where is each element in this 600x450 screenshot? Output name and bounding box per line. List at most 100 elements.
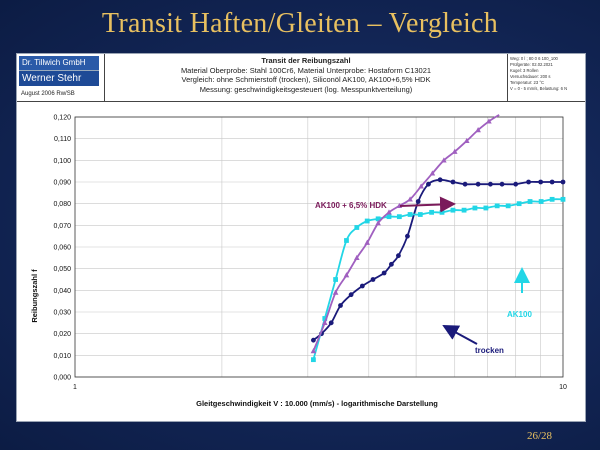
data-point xyxy=(513,181,519,187)
data-point xyxy=(538,199,544,204)
header-description: Transit der Reibungszahl Material Oberpr… xyxy=(105,56,507,94)
y-tick-label: 0,110 xyxy=(54,136,71,143)
data-point xyxy=(386,214,392,220)
header-line3: Messung: geschwindigkeitsgesteuert (log.… xyxy=(199,84,413,94)
data-point xyxy=(328,320,334,326)
annotation-trocken: trocken xyxy=(475,346,504,355)
data-point xyxy=(417,212,423,217)
slide-number: 26/28 xyxy=(526,430,552,442)
data-point xyxy=(370,277,376,282)
data-point xyxy=(472,205,478,211)
data-point xyxy=(549,179,555,185)
header-date: August 2006 Rw/SB xyxy=(21,91,75,97)
chart-grid xyxy=(75,116,563,378)
header-line2: Vergleich: ohne Schmierstoff (trocken), … xyxy=(181,75,431,85)
y-tick-label: 0,050 xyxy=(53,266,71,273)
data-point xyxy=(415,199,421,204)
y-tick-label: 0,070 xyxy=(53,223,71,230)
data-point xyxy=(451,148,458,154)
data-point xyxy=(450,207,456,213)
data-point xyxy=(505,203,511,209)
data-point xyxy=(354,225,360,230)
data-point xyxy=(488,181,493,187)
series-ak100-6-5-hdk xyxy=(310,114,500,354)
data-point xyxy=(439,209,445,215)
y-tick-label: 0,090 xyxy=(53,180,71,187)
slide-title: Transit Haften/Gleiten – Vergleich xyxy=(101,8,499,39)
arrow-ak100-hdk xyxy=(399,196,456,213)
data-point xyxy=(348,292,354,298)
data-point xyxy=(333,277,339,282)
chart-header: Dr. Tillwich GmbH Werner Stehr August 20… xyxy=(17,54,585,102)
data-point xyxy=(499,181,505,187)
header-meta-line: Prüfgeräte: 02.02.2021 xyxy=(510,62,553,67)
data-point xyxy=(338,303,343,308)
chart-axes: 0,000 0,010 0,020 0,030 0,040 0,050 0,060 0,070… xyxy=(53,115,567,392)
data-point xyxy=(332,289,339,295)
logo-line1: Dr. Tillwich GmbH xyxy=(19,56,99,70)
data-point xyxy=(538,179,544,185)
data-point xyxy=(386,209,392,215)
data-point xyxy=(526,179,531,185)
series-line xyxy=(312,114,500,352)
data-point xyxy=(359,283,365,289)
data-point xyxy=(396,253,401,259)
series-ak100 xyxy=(311,196,566,363)
data-point xyxy=(461,207,467,213)
annotation-ak100: AK100 xyxy=(507,310,532,319)
data-point xyxy=(560,196,566,202)
y-tick-label: 0,020 xyxy=(53,331,71,338)
y-tick-label: 0,100 xyxy=(53,158,71,165)
y-axis-label: Reibungszahl f xyxy=(30,269,39,323)
header-divider xyxy=(104,54,105,101)
data-point xyxy=(463,137,470,144)
data-point xyxy=(396,214,402,220)
y-tick-label: 0,080 xyxy=(53,201,71,208)
data-point xyxy=(441,157,447,163)
data-point xyxy=(462,181,468,187)
data-point xyxy=(437,177,443,183)
data-point xyxy=(429,170,436,176)
data-point xyxy=(475,127,481,133)
logo-line2: Werner Stehr xyxy=(19,70,99,86)
annotation-ak100-hdk: AK100 + 6,5% HDK xyxy=(315,201,387,210)
data-point xyxy=(407,196,413,202)
series-trocken xyxy=(311,177,566,343)
y-tick-label: 0,030 xyxy=(53,310,71,317)
company-logo: Dr. Tillwich GmbH Werner Stehr xyxy=(19,56,99,90)
x-tick-label: 10 xyxy=(559,384,567,391)
header-meta-line: Temperatur: 23 °C xyxy=(510,80,545,85)
data-point xyxy=(322,316,328,321)
data-point xyxy=(527,199,533,204)
data-point xyxy=(483,205,489,211)
data-point xyxy=(450,179,456,185)
data-point xyxy=(354,254,360,261)
chart-series xyxy=(310,114,566,363)
data-point xyxy=(494,203,500,209)
data-point xyxy=(475,181,481,187)
data-point xyxy=(381,270,387,276)
y-tick-label: 0,040 xyxy=(53,288,71,295)
data-point xyxy=(364,218,370,224)
data-point xyxy=(343,272,350,278)
header-divider xyxy=(507,54,508,101)
data-point xyxy=(426,181,431,187)
data-point xyxy=(407,212,413,217)
x-axis-label: Gleitgeschwindigkeit V : 10.000 (mm/s) -… xyxy=(196,399,438,408)
data-point xyxy=(486,118,492,124)
data-point xyxy=(388,261,394,267)
data-point xyxy=(321,319,328,326)
data-point xyxy=(560,179,566,185)
data-point xyxy=(429,209,435,215)
header-title: Transit der Reibungszahl xyxy=(261,56,351,65)
data-point xyxy=(418,183,424,189)
y-tick-label: 0,000 xyxy=(53,375,71,382)
header-meta-line: Kugel: 3 Rollen xyxy=(510,68,539,73)
data-point xyxy=(364,239,371,245)
plot-frame xyxy=(74,116,564,378)
friction-chart: 0,000 0,010 0,020 0,030 0,040 0,050 0,060 0,070… xyxy=(30,114,567,408)
data-point xyxy=(344,238,349,243)
header-meta-line: Versuchsdauer: 200 s xyxy=(510,74,551,79)
arrow-trocken xyxy=(442,325,478,345)
header-meta: Weg: 0 l ; 80 0 6 100_100 Prüfgeräte: 02… xyxy=(510,56,584,92)
